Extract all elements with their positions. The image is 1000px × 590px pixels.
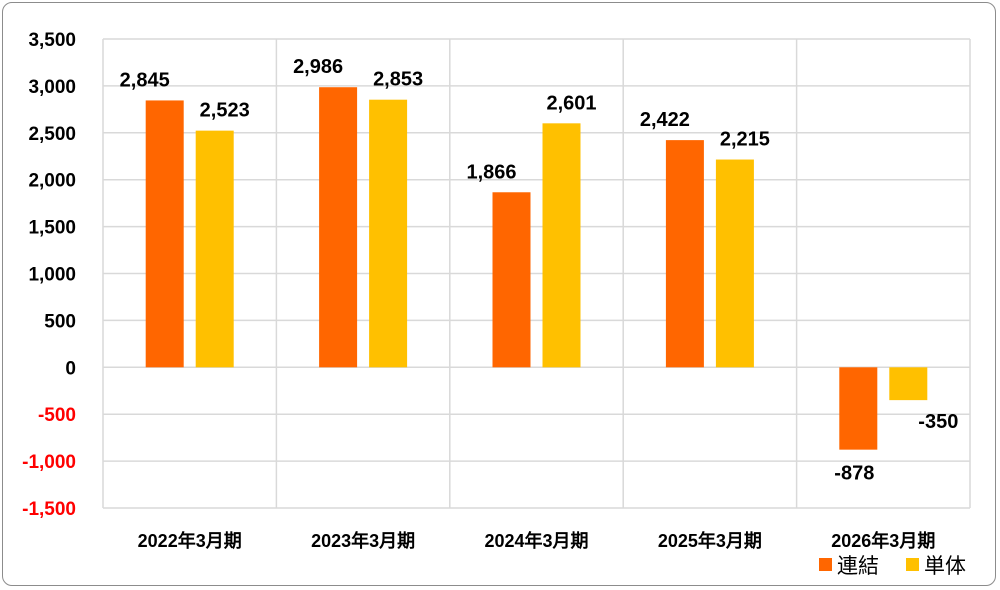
- bar-tantai: [715, 159, 754, 368]
- bar-tantai: [195, 130, 234, 368]
- data-labels: 2,845 2,523 2,986 2,853 1,866 2,601 2,422 2,215…: [120, 56, 959, 484]
- bar-renketsu: [145, 100, 184, 368]
- legend: 連結 単体: [819, 555, 966, 578]
- y-axis: 3,500 3,000 2,500 2,000 1,500 1,000 500 0 -500 -1…: [22, 30, 76, 520]
- legend-swatch-renketsu: [819, 558, 832, 571]
- bar-tantai: [369, 99, 408, 368]
- y-tick-label: 1,000: [28, 265, 76, 286]
- y-tick-label: -1,500: [22, 499, 76, 520]
- bar-renketsu: [839, 367, 878, 450]
- bar-tantai: [889, 367, 928, 401]
- y-tick-label: 2,500: [28, 124, 76, 145]
- data-label: -878: [834, 463, 874, 485]
- y-tick-label: 3,500: [28, 30, 76, 51]
- x-category-label: 2024年3月期: [484, 530, 588, 551]
- legend-swatch-tantai: [906, 558, 919, 571]
- x-axis: 2022年3月期 2023年3月期 2024年3月期 2025年3月期 2026年3月期: [138, 530, 936, 551]
- data-label: 2,853: [373, 69, 423, 91]
- y-tick-label: 2,000: [28, 171, 76, 192]
- y-tick-label: 3,000: [28, 77, 76, 98]
- y-tick-label: -1,000: [22, 452, 76, 473]
- y-tick-label: 0: [65, 358, 76, 379]
- data-label: 2,523: [200, 100, 250, 122]
- x-category-label: 2023年3月期: [311, 530, 415, 551]
- bars: [145, 87, 928, 450]
- x-category-label: 2025年3月期: [658, 530, 762, 551]
- data-label: -350: [918, 411, 958, 433]
- legend-label-tantai: 単体: [924, 555, 966, 578]
- y-tick-label: 1,500: [28, 218, 76, 239]
- data-label: 2,601: [546, 92, 596, 114]
- y-tick-label: 500: [44, 311, 76, 332]
- data-label: 2,986: [293, 56, 343, 78]
- bar-renketsu: [319, 87, 358, 368]
- data-label: 2,422: [640, 109, 690, 131]
- bar-renketsu: [665, 140, 704, 368]
- gridlines: [102, 38, 971, 509]
- bar-renketsu: [492, 192, 531, 368]
- data-label: 1,866: [466, 161, 516, 183]
- data-label: 2,215: [720, 129, 770, 151]
- y-tick-label: -500: [38, 405, 76, 426]
- bar-tantai: [542, 123, 581, 368]
- x-category-label: 2022年3月期: [138, 530, 242, 551]
- data-label: 2,845: [120, 69, 170, 91]
- x-category-label: 2026年3月期: [831, 530, 935, 551]
- legend-label-renketsu: 連結: [837, 555, 879, 578]
